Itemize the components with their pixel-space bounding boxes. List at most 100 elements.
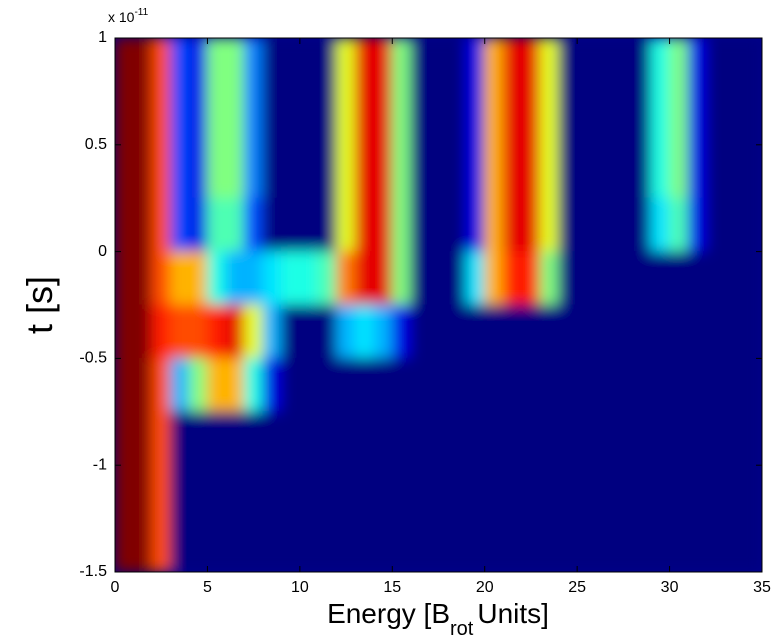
heat-cell (521, 464, 541, 520)
heat-cell (336, 38, 356, 92)
heat-cell (428, 38, 449, 92)
heat-cell (484, 304, 504, 359)
heat-cell (465, 518, 486, 572)
heat-cell (115, 411, 134, 466)
heat-cell (539, 304, 560, 359)
heat-cell (262, 38, 282, 92)
heat-cell (132, 304, 153, 359)
heat-cell (465, 144, 486, 199)
heat-cell (650, 518, 671, 572)
exponent: -11 (134, 7, 148, 18)
heat-cell (151, 304, 171, 359)
heat-cell (447, 411, 467, 466)
heat-cell (373, 411, 393, 466)
heat-cell (539, 518, 560, 572)
heat-cell (410, 197, 430, 253)
heat-cell (669, 38, 689, 92)
heat-cell (502, 251, 523, 306)
x-tick-label: 5 (203, 579, 212, 596)
heat-cell (669, 464, 689, 520)
heat-cell (576, 38, 597, 92)
heat-cell (539, 411, 560, 466)
heat-cell (280, 251, 301, 306)
heat-cell (558, 304, 578, 359)
heat-cell (650, 144, 671, 199)
heat-cell (465, 251, 486, 306)
heat-cell (354, 144, 375, 199)
heat-cell (225, 197, 245, 253)
heat-cell (539, 357, 560, 413)
heat-cell (558, 411, 578, 466)
heat-cell (132, 144, 153, 199)
heat-cell (169, 90, 190, 146)
heat-cell (632, 144, 652, 199)
heat-cell (669, 411, 689, 466)
heat-cell (724, 304, 745, 359)
heat-cell (706, 518, 726, 572)
heat-cell (595, 38, 615, 92)
heat-cell (706, 304, 726, 359)
heat-cell (465, 304, 486, 359)
heat-cell (280, 197, 301, 253)
heat-cell (354, 411, 375, 466)
heat-cell (595, 411, 615, 466)
heat-cell (706, 464, 726, 520)
heat-cell (650, 304, 671, 359)
heat-cell (206, 304, 227, 359)
heat-cell (299, 304, 319, 359)
heat-cell (447, 518, 467, 572)
heat-cell (743, 197, 762, 253)
heat-cell (132, 251, 153, 306)
heat-cell (576, 411, 597, 466)
heat-cell (428, 411, 449, 466)
heat-cell (428, 144, 449, 199)
heat-cell (206, 411, 227, 466)
heat-cell (243, 197, 264, 253)
heat-cell (632, 518, 652, 572)
heat-cell (447, 304, 467, 359)
heat-cell (428, 357, 449, 413)
heat-cell (280, 357, 301, 413)
heat-cell (354, 38, 375, 92)
heat-cell (743, 357, 762, 413)
heat-cell (225, 251, 245, 306)
heat-cell (243, 90, 264, 146)
heat-cell (262, 90, 282, 146)
heat-cell (391, 464, 412, 520)
heat-cell (280, 518, 301, 572)
heat-cell (169, 197, 190, 253)
heat-cell (410, 144, 430, 199)
heat-cell (650, 197, 671, 253)
heat-cell (225, 357, 245, 413)
heat-cell (151, 197, 171, 253)
heatmap (115, 38, 762, 572)
heat-cell (650, 357, 671, 413)
plot-frame (114, 37, 763, 573)
heat-cell (336, 90, 356, 146)
heat-cell (521, 197, 541, 253)
heat-cell (669, 144, 689, 199)
heat-cell (576, 144, 597, 199)
heat-cell (373, 518, 393, 572)
x-axis-label: Energy [Brot Units] (327, 598, 549, 640)
heat-cell (576, 464, 597, 520)
heat-cell (595, 304, 615, 359)
heat-cell (613, 357, 634, 413)
x-tick-label: 10 (291, 579, 309, 596)
heat-cell (539, 197, 560, 253)
y-axis-label: t [s] (19, 276, 60, 334)
heat-cell (391, 518, 412, 572)
heat-cell (428, 518, 449, 572)
heat-cell (243, 411, 264, 466)
heat-cell (743, 464, 762, 520)
heat-cell (576, 251, 597, 306)
heat-cell (632, 411, 652, 466)
heat-cell (169, 251, 190, 306)
x-tick-label: 30 (661, 579, 679, 596)
heat-cell (595, 90, 615, 146)
heat-cell (354, 251, 375, 306)
heat-cell (280, 144, 301, 199)
heat-cell (724, 411, 745, 466)
heat-cell (410, 464, 430, 520)
y-tick-label: 0 (98, 243, 107, 260)
